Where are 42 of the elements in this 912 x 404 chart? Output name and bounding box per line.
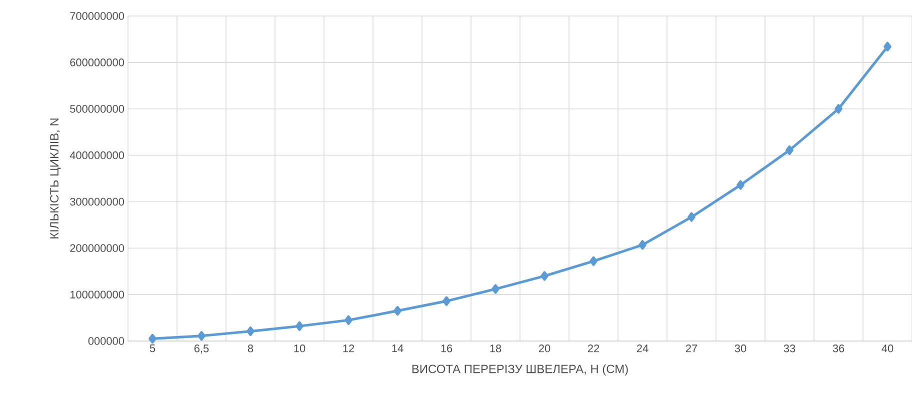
y-tick-label: 600000000 <box>70 58 124 66</box>
point <box>296 321 304 331</box>
point <box>638 240 646 250</box>
y-tick-label: 500000000 <box>70 104 124 113</box>
point <box>688 212 696 222</box>
y-tick-label: 000000 <box>88 337 124 345</box>
point <box>834 104 842 114</box>
point <box>884 42 892 52</box>
point <box>148 334 156 344</box>
x-tick-label: 24 <box>636 344 648 352</box>
y-tick-label: 200000000 <box>70 244 124 252</box>
x-tick-label: 40 <box>882 344 894 352</box>
point <box>394 306 402 316</box>
x-tick-label: 12 <box>343 344 354 352</box>
y-tick-label: 700000000 <box>70 12 124 20</box>
y-tick-label: 100000000 <box>70 290 124 298</box>
x-tick-label: 10 <box>294 344 306 352</box>
x-tick-label: 20 <box>538 344 550 352</box>
point <box>540 271 548 281</box>
y-axis-title: КІЛЬКІСТЬ ЦИКЛІВ, N <box>50 118 61 238</box>
point <box>492 284 500 294</box>
x-tick-label: 18 <box>490 344 502 352</box>
x-tick-label: 6,5 <box>194 344 209 354</box>
point <box>590 256 598 266</box>
y-tick-label: 400000000 <box>70 151 124 160</box>
x-tick-label: 5 <box>150 344 156 352</box>
x-tick-label: 14 <box>392 344 404 352</box>
x-tick-label: 27 <box>686 344 698 352</box>
point <box>246 326 254 336</box>
x-axis-title: ВИСОТА ПЕРЕРІЗУ ШВЕЛЕРА, H (СМ) <box>412 364 628 376</box>
x-tick-label: 8 <box>248 344 254 352</box>
point <box>786 145 794 155</box>
x-tick-label: 36 <box>832 344 844 352</box>
y-tick-label: 300000000 <box>70 198 124 206</box>
x-tick-label: 16 <box>441 344 452 352</box>
point <box>442 296 450 306</box>
x-tick-label: 33 <box>784 344 796 352</box>
point <box>198 331 206 341</box>
x-tick-label: 22 <box>588 344 600 352</box>
point <box>736 180 744 190</box>
x-tick-label: 30 <box>734 344 746 352</box>
point <box>344 315 352 325</box>
